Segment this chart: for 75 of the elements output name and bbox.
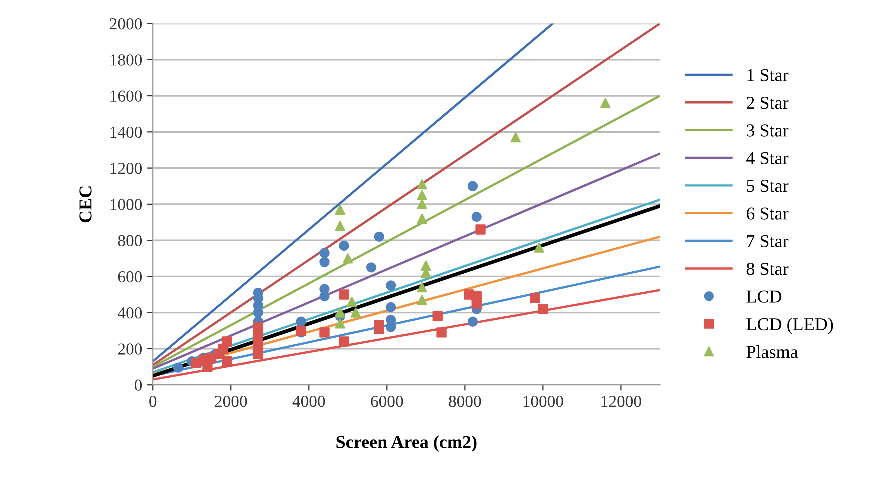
point [253, 308, 264, 318]
legend-label: 2 Star [746, 97, 789, 110]
point [436, 328, 447, 338]
y-tick-label: 0 [134, 380, 142, 392]
point [472, 212, 482, 222]
point [320, 257, 330, 268]
y-tick-label: 400 [118, 308, 142, 319]
legend-label: 8 Star [746, 263, 789, 276]
legend-label: LCD [746, 290, 782, 303]
point [538, 304, 548, 314]
point [530, 293, 540, 304]
point [335, 221, 346, 232]
legend-label: Plasma [746, 346, 798, 358]
x-tick-label: 6000 [371, 396, 404, 408]
x-tick-label: 4000 [292, 396, 326, 408]
point [468, 181, 478, 192]
y-axis-title: CEC [80, 186, 92, 223]
legend-label: 6 Star [746, 208, 789, 220]
x-tick-label: 8000 [449, 396, 482, 408]
point [335, 318, 346, 329]
point [366, 262, 377, 273]
point [374, 232, 384, 242]
y-tick-label: 1200 [110, 163, 142, 174]
point [417, 199, 428, 210]
point [222, 336, 232, 347]
point [343, 254, 354, 264]
legend-label: 5 Star [747, 180, 789, 192]
point [417, 295, 428, 306]
point [386, 322, 396, 332]
y-tick-label: 600 [118, 271, 142, 283]
point [510, 132, 521, 143]
point [468, 316, 478, 327]
legend-label: 4 Star [746, 152, 789, 164]
point [417, 190, 428, 200]
x-tick-label: 2000 [215, 396, 248, 408]
x-tick-label: 0 [150, 396, 157, 408]
point [202, 362, 213, 372]
point [417, 282, 428, 293]
point [472, 298, 482, 309]
legend-label: 3 Star [747, 124, 789, 137]
legend-label: 1 Star [748, 69, 789, 82]
y-tick-label: 800 [118, 235, 142, 247]
point [253, 349, 264, 360]
x-tick-label: 10000 [524, 396, 564, 408]
point [346, 296, 358, 308]
y-tick-label: 200 [118, 344, 142, 355]
point [222, 356, 232, 367]
x-tick-label: 12000 [602, 396, 642, 408]
point [432, 311, 443, 322]
point [417, 214, 428, 224]
legend-label: 7 Star [747, 235, 789, 248]
point [335, 308, 346, 318]
y-tick-label: 2000 [110, 18, 142, 30]
point [320, 248, 330, 258]
y-tick-label: 1000 [110, 199, 142, 210]
point [417, 179, 428, 190]
point [386, 302, 396, 313]
point [320, 328, 330, 338]
y-tick-label: 1600 [110, 90, 142, 102]
point [339, 240, 350, 252]
point [386, 280, 396, 291]
x-axis-title: Screen Area (cm2) [336, 436, 477, 452]
point [173, 362, 184, 374]
legend-label: LCD (LED) [746, 318, 834, 334]
y-tick-label: 1800 [110, 54, 142, 66]
point [296, 316, 306, 327]
point [339, 336, 350, 347]
point [534, 242, 544, 253]
y-tick-label: 1400 [110, 126, 142, 138]
point [350, 308, 362, 318]
point [476, 224, 486, 235]
point [335, 204, 346, 215]
point [339, 290, 350, 300]
point [600, 98, 611, 108]
point [374, 324, 384, 334]
